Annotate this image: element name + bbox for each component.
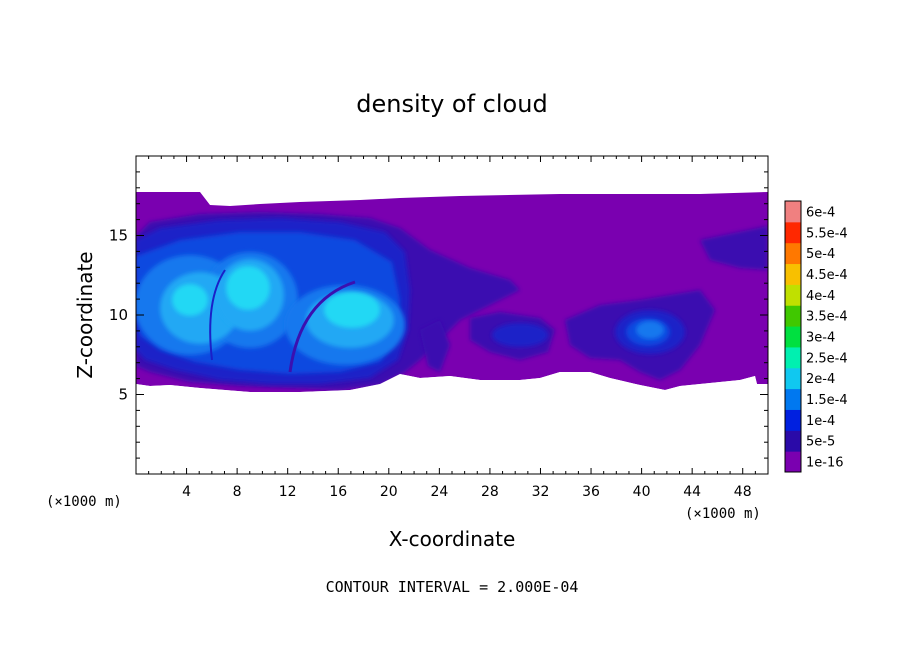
cloud-peak-mid (226, 266, 270, 310)
colorbar-swatch (785, 367, 801, 390)
x-tick-label: 8 (233, 484, 242, 500)
x-tick-label: 24 (430, 484, 448, 500)
y-tick-label: 15 (109, 227, 128, 245)
colorbar-label: 3.5e-4 (806, 310, 848, 325)
x-axis-label: X-coordinate (389, 527, 516, 551)
colorbar-swatch (785, 242, 801, 265)
cloud-filament-22km (420, 320, 450, 372)
colorbar-swatch (785, 388, 801, 410)
x-tick-label: 44 (683, 484, 701, 500)
x-tick-label: 20 (380, 484, 398, 500)
x-tick-label: 4 (182, 484, 191, 500)
colorbar-swatch (785, 409, 801, 431)
colorbar-label: 2.5e-4 (806, 351, 848, 366)
colorbar-label: 1e-4 (806, 414, 835, 429)
x-tick-label: 40 (633, 484, 651, 500)
colorbar-label: 4e-4 (806, 289, 835, 304)
y-tick-label: 5 (118, 386, 128, 404)
colorbar-label: 5.5e-4 (806, 226, 848, 241)
colorbar-label: 3e-4 (806, 331, 835, 346)
cloud-cell-48km (700, 226, 768, 270)
colorbar-swatch (785, 326, 801, 348)
x-tick-label: 48 (734, 484, 752, 500)
x-axis-unit: (×1000 m) (685, 506, 761, 522)
colorbar-label: 5e-4 (806, 247, 835, 262)
x-tick-label: 12 (279, 484, 297, 500)
colorbar-swatch (785, 284, 801, 306)
colorbar-swatch (785, 263, 801, 285)
colorbar-label: 5e-5 (806, 435, 835, 450)
bubble-boundary (288, 280, 356, 373)
colorbar-swatch (785, 221, 801, 244)
colorbar-label: 2e-4 (806, 372, 835, 387)
x-tick-label: 28 (481, 484, 499, 500)
colorbar-swatch (785, 201, 801, 223)
colorbar-swatch (785, 346, 801, 369)
cloud-cell-28km-inner (492, 323, 548, 347)
colorbar-label: 1.5e-4 (806, 393, 848, 408)
clear-air-top (136, 156, 768, 206)
colorbar-swatch (785, 305, 801, 327)
cloud-peak-right (324, 292, 380, 328)
x-axis: 4 8 12 16 20 24 28 32 36 40 44 48 (148, 156, 756, 500)
contour-interval-note: CONTOUR INTERVAL = 2.000E-04 (326, 578, 579, 596)
x-tick-label: 16 (329, 484, 347, 500)
clear-air-bottom (136, 372, 768, 474)
cloud-density-field (136, 156, 768, 474)
y-tick-label: 10 (109, 306, 128, 324)
colorbar: 1e-16 5e-5 1e-4 1.5e-4 2e-4 2.5e-4 3e-4 3.5e-4 4… (784, 200, 848, 473)
colorbar-swatch (785, 451, 801, 473)
colorbar-swatch (785, 430, 801, 452)
y-axis-label: Z-coordinate (73, 251, 97, 378)
colorbar-label: 1e-16 (806, 456, 844, 471)
colorbar-label: 6e-4 (806, 205, 835, 220)
colorbar-frame (784, 200, 802, 473)
colorbar-label: 4.5e-4 (806, 268, 848, 283)
bubble-boundary-left (209, 269, 226, 361)
z-axis-unit: (×1000 m) (46, 494, 122, 510)
cloud-cell-40km-peak (636, 321, 664, 339)
x-tick-label: 32 (532, 484, 550, 500)
y-axis: 5 10 15 (109, 171, 768, 459)
chart-title: density of cloud (356, 90, 547, 118)
cloud-peak-left (172, 284, 208, 316)
x-tick-label: 36 (582, 484, 600, 500)
